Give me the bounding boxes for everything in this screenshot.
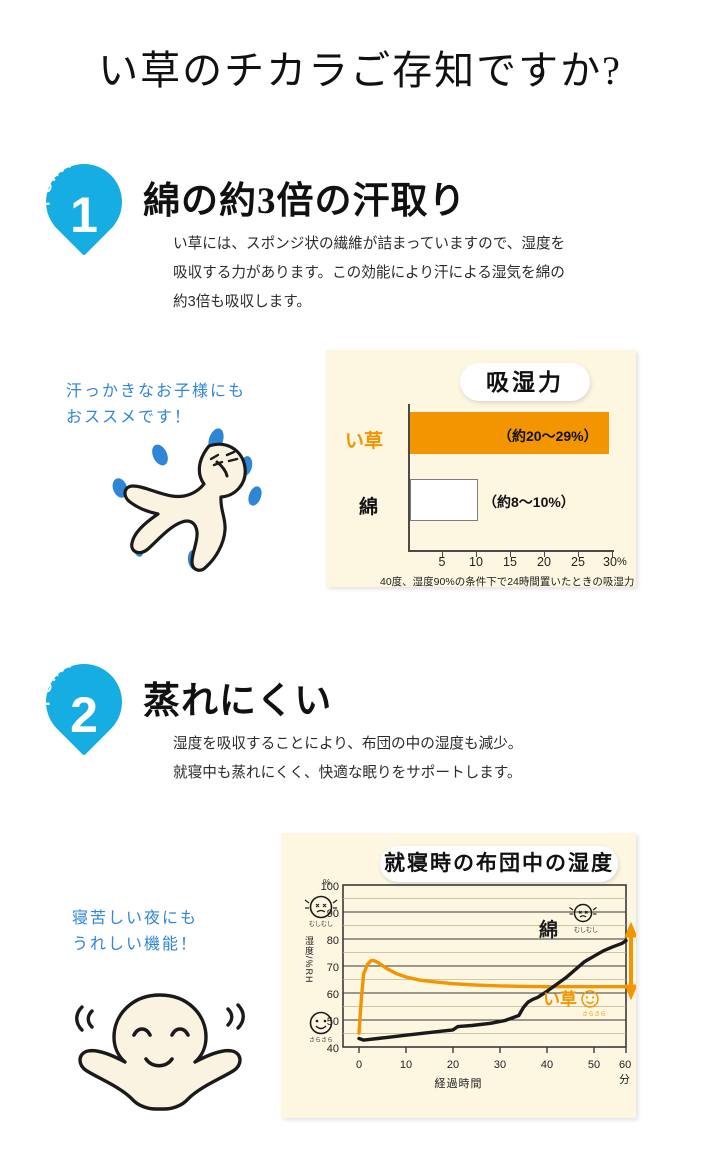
chart-2-ytick-label: 80 [326, 935, 339, 947]
chart-1-xtick-label: 25 [571, 555, 585, 569]
point-badge-2: POINT 2 [30, 648, 138, 762]
chart-1-x-axis [408, 550, 614, 552]
chart-1-caption: 40度、湿度90%の条件下で24時間置いたときの吸湿力 [380, 576, 635, 588]
chart-2-xtick-label: 10 [399, 1059, 413, 1071]
chart-1-tick [510, 550, 511, 557]
point-number: 2 [70, 687, 98, 743]
chart-1-tick [544, 550, 545, 557]
chart-2-y-unit: % [323, 877, 331, 887]
chart-1-title: 吸湿力 [460, 363, 590, 401]
face-caption-mushimushi: むしむし [308, 921, 333, 928]
face-caption-sarasara-inline: さらさら [581, 1011, 606, 1018]
chart-2-ytick-label: 50 [326, 1016, 339, 1028]
chart-2-ytick-label: 90 [326, 908, 339, 920]
chart-2-ytick-label: 40 [326, 1043, 339, 1055]
character-body [123, 442, 247, 572]
bar-igusa [410, 412, 609, 454]
happy-character-illustration [75, 993, 245, 1111]
series-label-igusa: い草 [543, 990, 577, 1009]
note-line: うれしい機能！ [72, 934, 199, 954]
note-line: 汗っかきなお子様にも [66, 381, 247, 400]
bar-label-igusa: い草 [345, 431, 384, 452]
chart-2-title: 就寝時の布団中の湿度 [380, 846, 618, 882]
point-heading-1: 綿の約3倍の汗取り [143, 181, 467, 222]
chart-1-xtick-label: 10 [469, 555, 483, 569]
bar-value-igusa: （約20〜29%） [498, 428, 598, 444]
character-body [78, 993, 242, 1111]
bar-cotton [410, 479, 478, 521]
note-line: 寝苦しい夜にも [72, 908, 199, 927]
face-icon-sarasara [309, 1011, 333, 1035]
note-text-2: 寝苦しい夜にも うれしい機能！ [72, 905, 198, 958]
point-heading-2: 蒸れにくい [143, 681, 333, 722]
point-body-2: 湿度を吸収することにより、布団の中の湿度も減少。 就寝中も蒸れにくく、快適な眠り… [173, 730, 623, 788]
point-body-line: 吸収する力があります。この効能により汗による湿気を綿の [173, 265, 565, 282]
chart-1-tick [612, 550, 613, 557]
chart-2-xticks [358, 1047, 627, 1053]
sweating-character-illustration [112, 428, 262, 572]
chart-1-tick [442, 550, 443, 557]
chart-2-y-axis-label: 湿度/%RH [304, 936, 314, 984]
face-caption-mushimushi-inline: むしむし [573, 927, 598, 934]
gap-arrow-icon [624, 921, 636, 1001]
chart-1-xtick-label: 15 [503, 555, 517, 569]
face-icon-sarasara-inline [581, 990, 599, 1008]
chart-1-tick [578, 550, 579, 557]
bar-value-cotton: （約8〜10%） [483, 494, 575, 510]
note-line: おススメです！ [66, 407, 193, 427]
chart-2-xtick-label: 50 [587, 1059, 601, 1071]
page-title: い草のチカラご存知ですか? [98, 48, 622, 93]
chart-2-ytick-label: 60 [326, 989, 339, 1001]
point-body-line: い草には、スポンジ状の繊維が詰まっていますので、湿度を [173, 236, 566, 252]
note-text-1: 汗っかきなお子様にも おススメです！ [66, 378, 246, 431]
series-line-cotton [357, 938, 628, 1042]
series-label-cotton: 綿 [539, 918, 558, 941]
series-line-igusa [357, 958, 628, 1035]
face-caption-sarasara: さらさら [308, 1037, 333, 1044]
chart-2-xtick-label-last: 60分 [619, 1059, 632, 1086]
face-icon-mushimushi [304, 895, 338, 919]
chart-1-xtick-label: 30 [603, 555, 617, 569]
point-body-line: 就寝中も蒸れにくく、快適な眠りをサポートします。 [173, 765, 522, 782]
chart-2-ytick-label: 70 [326, 962, 339, 974]
chart-2-minor-gridlines [343, 898, 626, 1034]
chart-2-xtick-label: 30 [493, 1059, 507, 1071]
point-number: 1 [70, 187, 98, 243]
chart-2-xtick-label: 40 [540, 1059, 554, 1071]
chart-2-ytick-label: 100 [320, 881, 339, 893]
point-badge-1: POINT 1 [30, 148, 138, 262]
chart-2-xtick-label: 0 [355, 1059, 363, 1071]
chart-1-xtick-label: 5 [438, 555, 446, 569]
point-body-line: 湿度を吸収することにより、布団の中の湿度も減少。 [173, 736, 523, 752]
chart-2-x-axis-label: 経過時間 [434, 1078, 483, 1090]
point-body-line: 約3倍も吸収します。 [173, 294, 312, 311]
chart-1-plot: い草 （約20〜29%） 綿 （約8〜10%） 5 10 15 20 25 30… [326, 350, 636, 588]
chart-1-y-axis [408, 404, 410, 551]
bar-label-cotton: 綿 [359, 497, 379, 518]
motion-lines [75, 1003, 245, 1032]
chart-2-canvas: 綿 い草 [304, 884, 636, 1053]
chart-1-tick [476, 550, 477, 557]
chart-1-xtick-label: 20 [537, 555, 551, 569]
chart-1-x-unit: % [617, 556, 627, 568]
chart-2-xtick-label: 20 [446, 1059, 460, 1071]
face-icon-mushimushi-inline [569, 903, 597, 923]
chart-2-plot: 湿度/%RH % 100 90 80 70 60 50 40 0 10 20 3… [281, 833, 636, 1118]
point-body-1: い草には、スポンジ状の繊維が詰まっていますので、湿度を 吸収する力があります。こ… [173, 230, 623, 318]
